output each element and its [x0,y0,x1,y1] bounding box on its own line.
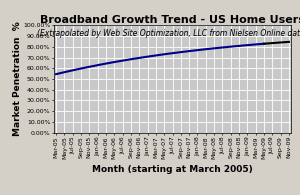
Y-axis label: Market Penetration  %: Market Penetration % [13,22,22,136]
Text: (Extrapolated by Web Site Optimization, LLC from Nielsen Online data): (Extrapolated by Web Site Optimization, … [37,28,300,38]
X-axis label: Month (starting at March 2005): Month (starting at March 2005) [92,165,253,174]
Title: Broadband Growth Trend - US Home Users: Broadband Growth Trend - US Home Users [40,15,300,25]
